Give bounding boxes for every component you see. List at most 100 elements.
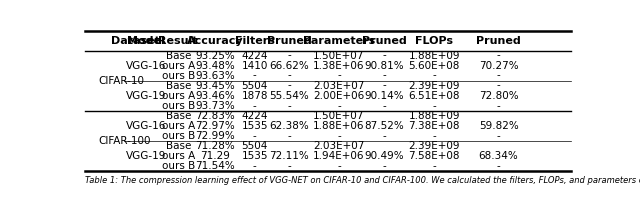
Text: ours A: ours A	[161, 91, 195, 101]
Text: Pruned: Pruned	[362, 36, 407, 46]
Text: 87.52%: 87.52%	[365, 121, 404, 131]
Text: Filters: Filters	[235, 36, 275, 46]
Text: -: -	[497, 131, 500, 141]
Text: 4224: 4224	[241, 111, 268, 121]
Text: 90.14%: 90.14%	[365, 91, 404, 101]
Text: Base: Base	[166, 111, 191, 121]
Text: VGG-16: VGG-16	[126, 61, 166, 70]
Text: -: -	[253, 70, 257, 81]
Text: 5504: 5504	[241, 141, 268, 151]
Text: 93.73%: 93.73%	[195, 101, 235, 111]
Text: -: -	[383, 70, 387, 81]
Text: 68.34%: 68.34%	[479, 151, 518, 161]
Text: -: -	[432, 131, 436, 141]
Text: 2.39E+09: 2.39E+09	[408, 141, 460, 151]
Text: Parameters: Parameters	[303, 36, 375, 46]
Text: -: -	[432, 70, 436, 81]
Text: -: -	[432, 101, 436, 111]
Text: -: -	[253, 131, 257, 141]
Text: -: -	[287, 131, 291, 141]
Text: VGG-19: VGG-19	[126, 151, 166, 161]
Text: ours B: ours B	[161, 161, 195, 171]
Text: -: -	[337, 70, 340, 81]
Text: -: -	[497, 161, 500, 171]
Text: 1.38E+06: 1.38E+06	[313, 61, 365, 70]
Text: CIFAR-100: CIFAR-100	[99, 136, 151, 146]
Text: 71.54%: 71.54%	[195, 161, 235, 171]
Text: -: -	[287, 70, 291, 81]
Text: Model: Model	[127, 36, 165, 46]
Text: 7.38E+08: 7.38E+08	[408, 121, 460, 131]
Text: -: -	[383, 161, 387, 171]
Text: Pruned: Pruned	[267, 36, 312, 46]
Text: -: -	[383, 131, 387, 141]
Text: 5.60E+08: 5.60E+08	[408, 61, 460, 70]
Text: 6.51E+08: 6.51E+08	[408, 91, 460, 101]
Text: Table 1: The compression learning effect of VGG-NET on CIFAR-10 and CIFAR-100. W: Table 1: The compression learning effect…	[85, 176, 640, 185]
Text: FLOPs: FLOPs	[415, 36, 453, 46]
Text: 72.11%: 72.11%	[269, 151, 309, 161]
Text: -: -	[337, 161, 340, 171]
Text: 1535: 1535	[241, 151, 268, 161]
Text: 2.39E+09: 2.39E+09	[408, 81, 460, 91]
Text: Base: Base	[166, 50, 191, 61]
Text: 1.50E+07: 1.50E+07	[313, 111, 365, 121]
Text: 62.38%: 62.38%	[269, 121, 309, 131]
Text: -: -	[383, 101, 387, 111]
Text: ours B: ours B	[161, 131, 195, 141]
Text: 72.99%: 72.99%	[195, 131, 235, 141]
Text: 5504: 5504	[241, 81, 268, 91]
Text: 71.28%: 71.28%	[195, 141, 235, 151]
Text: 72.97%: 72.97%	[195, 121, 235, 131]
Text: 1535: 1535	[241, 121, 268, 131]
Text: -: -	[253, 161, 257, 171]
Text: Dataset: Dataset	[111, 36, 159, 46]
Text: 70.27%: 70.27%	[479, 61, 518, 70]
Text: 90.49%: 90.49%	[365, 151, 404, 161]
Text: Result: Result	[159, 36, 198, 46]
Text: -: -	[497, 70, 500, 81]
Text: -: -	[497, 81, 500, 91]
Text: -: -	[383, 81, 387, 91]
Text: 93.63%: 93.63%	[195, 70, 235, 81]
Text: 55.54%: 55.54%	[269, 91, 309, 101]
Text: -: -	[287, 81, 291, 91]
Text: -: -	[337, 131, 340, 141]
Text: ours A: ours A	[161, 61, 195, 70]
Text: Base: Base	[166, 141, 191, 151]
Text: Accuracy: Accuracy	[187, 36, 243, 46]
Text: 93.46%: 93.46%	[195, 91, 235, 101]
Text: -: -	[287, 101, 291, 111]
Text: 59.82%: 59.82%	[479, 121, 518, 131]
Text: -: -	[337, 101, 340, 111]
Text: 1.88E+09: 1.88E+09	[408, 50, 460, 61]
Text: 93.45%: 93.45%	[195, 81, 235, 91]
Text: 1.88E+09: 1.88E+09	[408, 111, 460, 121]
Text: 72.80%: 72.80%	[479, 91, 518, 101]
Text: 93.25%: 93.25%	[195, 50, 235, 61]
Text: VGG-19: VGG-19	[126, 91, 166, 101]
Text: 2.00E+06: 2.00E+06	[314, 91, 365, 101]
Text: -: -	[287, 50, 291, 61]
Text: 4224: 4224	[241, 50, 268, 61]
Text: 1410: 1410	[241, 61, 268, 70]
Text: -: -	[497, 50, 500, 61]
Text: -: -	[383, 50, 387, 61]
Text: -: -	[497, 101, 500, 111]
Text: 1.94E+06: 1.94E+06	[313, 151, 365, 161]
Text: ours B: ours B	[161, 101, 195, 111]
Text: -: -	[432, 161, 436, 171]
Text: 71.29: 71.29	[200, 151, 230, 161]
Text: Pruned: Pruned	[476, 36, 521, 46]
Text: VGG-16: VGG-16	[126, 121, 166, 131]
Text: ours A: ours A	[161, 121, 195, 131]
Text: 1878: 1878	[241, 91, 268, 101]
Text: 1.50E+07: 1.50E+07	[313, 50, 365, 61]
Text: 1.88E+06: 1.88E+06	[313, 121, 365, 131]
Text: 2.03E+07: 2.03E+07	[313, 81, 365, 91]
Text: 72.83%: 72.83%	[195, 111, 235, 121]
Text: CIFAR-10: CIFAR-10	[99, 76, 145, 85]
Text: ours B: ours B	[161, 70, 195, 81]
Text: 93.48%: 93.48%	[195, 61, 235, 70]
Text: ours A: ours A	[161, 151, 195, 161]
